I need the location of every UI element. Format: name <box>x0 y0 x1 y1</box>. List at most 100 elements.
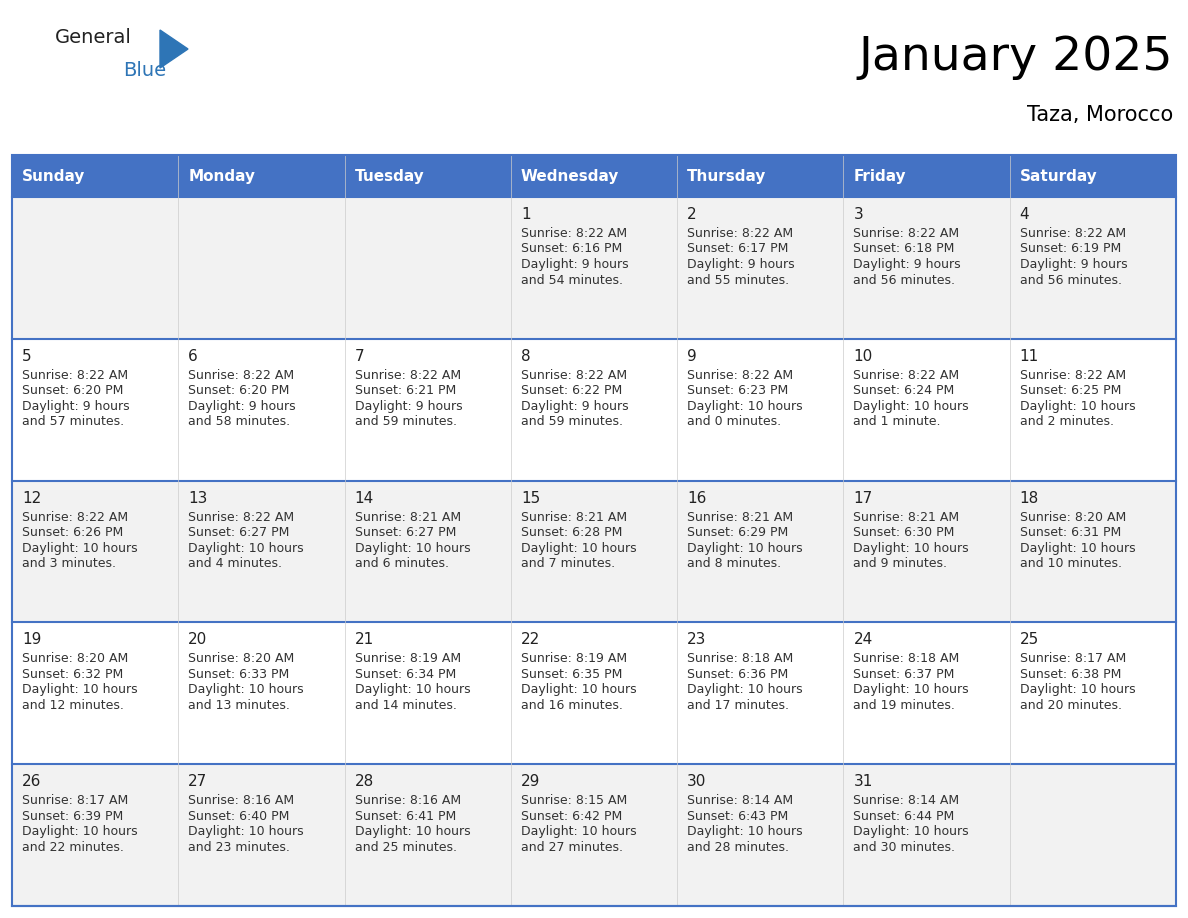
Text: Sunset: 6:39 PM: Sunset: 6:39 PM <box>23 810 124 823</box>
Text: and 3 minutes.: and 3 minutes. <box>23 557 116 570</box>
Text: Daylight: 10 hours: Daylight: 10 hours <box>520 825 637 838</box>
Text: Sunrise: 8:21 AM: Sunrise: 8:21 AM <box>853 510 960 523</box>
Text: Sunset: 6:32 PM: Sunset: 6:32 PM <box>23 668 124 681</box>
Text: and 10 minutes.: and 10 minutes. <box>1019 557 1121 570</box>
Text: and 56 minutes.: and 56 minutes. <box>1019 274 1121 286</box>
Text: Sunset: 6:43 PM: Sunset: 6:43 PM <box>687 810 789 823</box>
Text: 1: 1 <box>520 207 531 222</box>
Text: Daylight: 10 hours: Daylight: 10 hours <box>1019 400 1136 413</box>
Text: Sunrise: 8:22 AM: Sunrise: 8:22 AM <box>687 369 794 382</box>
Text: Saturday: Saturday <box>1019 169 1098 184</box>
Text: Daylight: 10 hours: Daylight: 10 hours <box>520 542 637 554</box>
Text: Monday: Monday <box>188 169 255 184</box>
Text: 29: 29 <box>520 774 541 789</box>
Text: Sunset: 6:40 PM: Sunset: 6:40 PM <box>188 810 290 823</box>
Text: Sunrise: 8:22 AM: Sunrise: 8:22 AM <box>23 510 128 523</box>
Text: Daylight: 10 hours: Daylight: 10 hours <box>853 825 969 838</box>
Text: Sunset: 6:33 PM: Sunset: 6:33 PM <box>188 668 290 681</box>
Text: January 2025: January 2025 <box>859 35 1173 80</box>
Text: Daylight: 9 hours: Daylight: 9 hours <box>354 400 462 413</box>
Text: Sunrise: 8:20 AM: Sunrise: 8:20 AM <box>1019 510 1126 523</box>
Text: Sunrise: 8:19 AM: Sunrise: 8:19 AM <box>354 653 461 666</box>
Text: Daylight: 9 hours: Daylight: 9 hours <box>520 258 628 271</box>
Text: and 12 minutes.: and 12 minutes. <box>23 699 124 711</box>
Text: Daylight: 10 hours: Daylight: 10 hours <box>853 400 969 413</box>
Text: Friday: Friday <box>853 169 906 184</box>
Text: 14: 14 <box>354 490 374 506</box>
Text: 10: 10 <box>853 349 873 364</box>
Text: 16: 16 <box>687 490 707 506</box>
Text: Sunset: 6:38 PM: Sunset: 6:38 PM <box>1019 668 1121 681</box>
Text: Daylight: 9 hours: Daylight: 9 hours <box>1019 258 1127 271</box>
Text: 5: 5 <box>23 349 32 364</box>
Text: Sunrise: 8:20 AM: Sunrise: 8:20 AM <box>188 653 295 666</box>
Polygon shape <box>160 30 188 68</box>
Text: Daylight: 9 hours: Daylight: 9 hours <box>188 400 296 413</box>
Text: Daylight: 10 hours: Daylight: 10 hours <box>354 683 470 697</box>
Text: 19: 19 <box>23 633 42 647</box>
Text: 11: 11 <box>1019 349 1040 364</box>
Bar <box>12 155 1176 906</box>
Text: Daylight: 10 hours: Daylight: 10 hours <box>23 825 138 838</box>
Text: and 57 minutes.: and 57 minutes. <box>23 415 124 429</box>
Text: and 19 minutes.: and 19 minutes. <box>853 699 955 711</box>
Text: 12: 12 <box>23 490 42 506</box>
Text: Sunset: 6:31 PM: Sunset: 6:31 PM <box>1019 526 1121 539</box>
Text: 17: 17 <box>853 490 873 506</box>
Text: Sunset: 6:25 PM: Sunset: 6:25 PM <box>1019 385 1121 397</box>
Text: Sunrise: 8:22 AM: Sunrise: 8:22 AM <box>1019 369 1126 382</box>
Text: 25: 25 <box>1019 633 1040 647</box>
Text: Daylight: 10 hours: Daylight: 10 hours <box>354 542 470 554</box>
Text: Sunset: 6:28 PM: Sunset: 6:28 PM <box>520 526 623 539</box>
Text: and 17 minutes.: and 17 minutes. <box>687 699 789 711</box>
Text: Sunset: 6:21 PM: Sunset: 6:21 PM <box>354 385 456 397</box>
Text: and 4 minutes.: and 4 minutes. <box>188 557 283 570</box>
Text: Sunset: 6:16 PM: Sunset: 6:16 PM <box>520 242 623 255</box>
Text: Sunrise: 8:22 AM: Sunrise: 8:22 AM <box>687 227 794 240</box>
Bar <box>12 481 1176 622</box>
Text: Sunset: 6:19 PM: Sunset: 6:19 PM <box>1019 242 1121 255</box>
Text: Taza, Morocco: Taza, Morocco <box>1026 105 1173 125</box>
Text: Sunday: Sunday <box>23 169 86 184</box>
Text: Sunset: 6:35 PM: Sunset: 6:35 PM <box>520 668 623 681</box>
Text: Daylight: 10 hours: Daylight: 10 hours <box>853 542 969 554</box>
Text: Sunset: 6:37 PM: Sunset: 6:37 PM <box>853 668 955 681</box>
Text: Sunset: 6:34 PM: Sunset: 6:34 PM <box>354 668 456 681</box>
Text: and 54 minutes.: and 54 minutes. <box>520 274 623 286</box>
Text: Daylight: 9 hours: Daylight: 9 hours <box>23 400 129 413</box>
Text: 21: 21 <box>354 633 374 647</box>
Text: Wednesday: Wednesday <box>520 169 619 184</box>
Text: 30: 30 <box>687 774 707 789</box>
Text: Sunset: 6:26 PM: Sunset: 6:26 PM <box>23 526 124 539</box>
Text: Sunrise: 8:22 AM: Sunrise: 8:22 AM <box>520 369 627 382</box>
Text: and 28 minutes.: and 28 minutes. <box>687 841 789 854</box>
Text: 9: 9 <box>687 349 697 364</box>
Text: 6: 6 <box>188 349 198 364</box>
Text: and 55 minutes.: and 55 minutes. <box>687 274 789 286</box>
Bar <box>12 764 1176 906</box>
Text: and 16 minutes.: and 16 minutes. <box>520 699 623 711</box>
Text: Sunrise: 8:16 AM: Sunrise: 8:16 AM <box>354 794 461 807</box>
Text: Tuesday: Tuesday <box>354 169 424 184</box>
Text: Sunrise: 8:22 AM: Sunrise: 8:22 AM <box>188 369 295 382</box>
Text: Sunset: 6:27 PM: Sunset: 6:27 PM <box>188 526 290 539</box>
Text: 2: 2 <box>687 207 697 222</box>
Text: Daylight: 10 hours: Daylight: 10 hours <box>23 542 138 554</box>
Text: and 9 minutes.: and 9 minutes. <box>853 557 947 570</box>
Text: and 30 minutes.: and 30 minutes. <box>853 841 955 854</box>
Text: 31: 31 <box>853 774 873 789</box>
Text: 8: 8 <box>520 349 531 364</box>
Text: and 56 minutes.: and 56 minutes. <box>853 274 955 286</box>
Text: Daylight: 10 hours: Daylight: 10 hours <box>1019 683 1136 697</box>
Text: Daylight: 9 hours: Daylight: 9 hours <box>853 258 961 271</box>
Text: Sunrise: 8:19 AM: Sunrise: 8:19 AM <box>520 653 627 666</box>
Text: Sunrise: 8:15 AM: Sunrise: 8:15 AM <box>520 794 627 807</box>
Text: and 59 minutes.: and 59 minutes. <box>354 415 456 429</box>
Text: Sunrise: 8:18 AM: Sunrise: 8:18 AM <box>687 653 794 666</box>
Text: Daylight: 10 hours: Daylight: 10 hours <box>853 683 969 697</box>
Text: and 25 minutes.: and 25 minutes. <box>354 841 456 854</box>
Bar <box>12 622 1176 764</box>
Text: 15: 15 <box>520 490 541 506</box>
Text: Sunrise: 8:14 AM: Sunrise: 8:14 AM <box>687 794 794 807</box>
Text: and 23 minutes.: and 23 minutes. <box>188 841 290 854</box>
